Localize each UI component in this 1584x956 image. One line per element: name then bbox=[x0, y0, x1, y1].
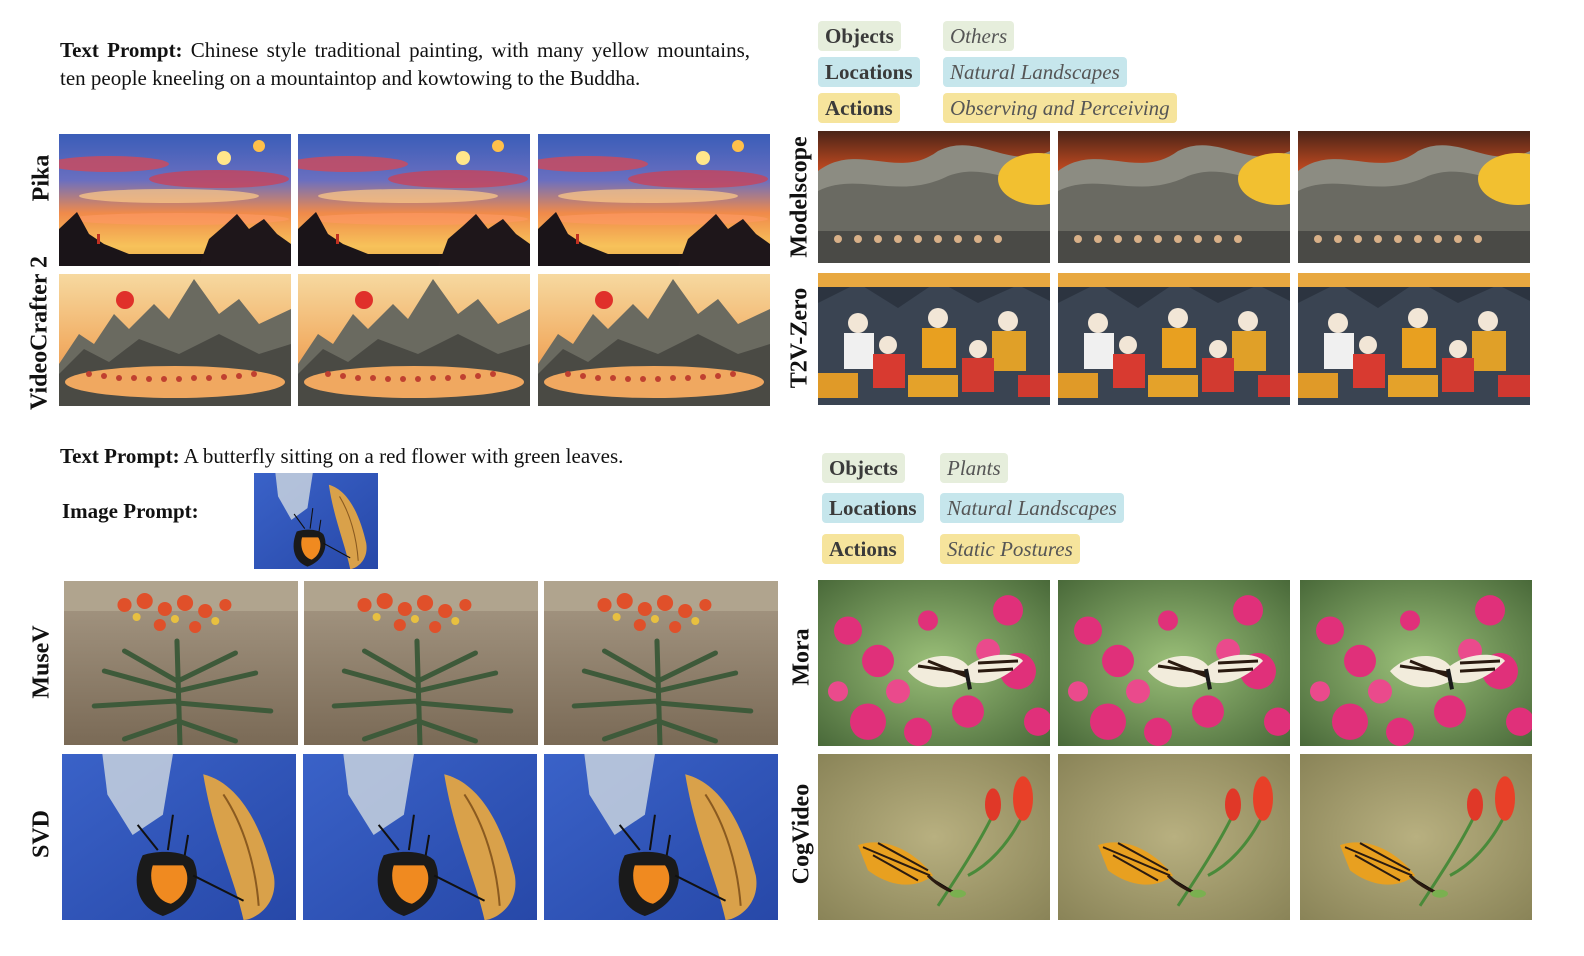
text-prompt-bottom: Text Prompt: A butterfly sitting on a re… bbox=[60, 442, 760, 470]
text-prompt-value: Chinese style traditional painting, with… bbox=[60, 38, 751, 90]
frame-t2v-zero-1 bbox=[818, 273, 1050, 405]
frame-svd-2 bbox=[303, 754, 537, 920]
tag-objects-top: Objects bbox=[818, 21, 901, 51]
tag-locations-value-top: Natural Landscapes bbox=[943, 57, 1127, 87]
text-prompt-top: Text Prompt: Chinese style traditional p… bbox=[60, 36, 750, 92]
tag-objects-value-top: Others bbox=[943, 21, 1015, 51]
frame-pika-3 bbox=[538, 134, 770, 266]
frame-videocrafter2-2 bbox=[298, 274, 530, 406]
model-label-modelscope: Modelscope bbox=[786, 136, 813, 258]
frame-svd-3 bbox=[544, 754, 778, 920]
text-prompt-label: Text Prompt: bbox=[60, 444, 180, 468]
model-label-svd: SVD bbox=[28, 809, 55, 859]
frame-cogvideo-2 bbox=[1058, 754, 1290, 920]
frame-musev-1 bbox=[64, 581, 298, 745]
tag-locations-top: Locations bbox=[818, 57, 920, 87]
tag-objects-value-bottom: Plants bbox=[940, 453, 1008, 483]
frame-t2v-zero-2 bbox=[1058, 273, 1290, 405]
frame-svd-1 bbox=[62, 754, 296, 920]
model-label-cogvideo: CogVideo bbox=[788, 783, 815, 885]
image-prompt-thumbnail bbox=[254, 473, 378, 569]
model-label-t2v-zero: T2V-Zero bbox=[786, 287, 813, 389]
frame-musev-2 bbox=[304, 581, 538, 745]
frame-pika-2 bbox=[298, 134, 530, 266]
image-prompt-label: Image Prompt: bbox=[62, 499, 199, 523]
frame-cogvideo-1 bbox=[818, 754, 1050, 920]
text-prompt-label: Text Prompt: bbox=[60, 38, 183, 62]
tag-objects-bottom: Objects bbox=[822, 453, 905, 483]
model-label-videocrafter2: VideoCrafter 2 bbox=[26, 256, 53, 410]
frame-mora-1 bbox=[818, 580, 1050, 746]
frame-mora-3 bbox=[1300, 580, 1532, 746]
frame-pika-1 bbox=[59, 134, 291, 266]
model-label-mora: Mora bbox=[788, 628, 815, 686]
frame-modelscope-3 bbox=[1298, 131, 1530, 263]
tag-actions-top: Actions bbox=[818, 93, 900, 123]
frame-modelscope-1 bbox=[818, 131, 1050, 263]
frame-t2v-zero-3 bbox=[1298, 273, 1530, 405]
tag-actions-bottom: Actions bbox=[822, 534, 904, 564]
frame-mora-2 bbox=[1058, 580, 1290, 746]
model-label-musev: MuseV bbox=[28, 625, 55, 699]
tag-actions-value-bottom: Static Postures bbox=[940, 534, 1080, 564]
text-prompt-value: A butterfly sitting on a red flower with… bbox=[183, 444, 624, 468]
model-label-pika: Pika bbox=[28, 154, 55, 202]
frame-videocrafter2-3 bbox=[538, 274, 770, 406]
tag-locations-bottom: Locations bbox=[822, 493, 924, 523]
frame-modelscope-2 bbox=[1058, 131, 1290, 263]
tag-actions-value-top: Observing and Perceiving bbox=[943, 93, 1177, 123]
frame-cogvideo-3 bbox=[1300, 754, 1532, 920]
tag-locations-value-bottom: Natural Landscapes bbox=[940, 493, 1124, 523]
frame-videocrafter2-1 bbox=[59, 274, 291, 406]
frame-musev-3 bbox=[544, 581, 778, 745]
